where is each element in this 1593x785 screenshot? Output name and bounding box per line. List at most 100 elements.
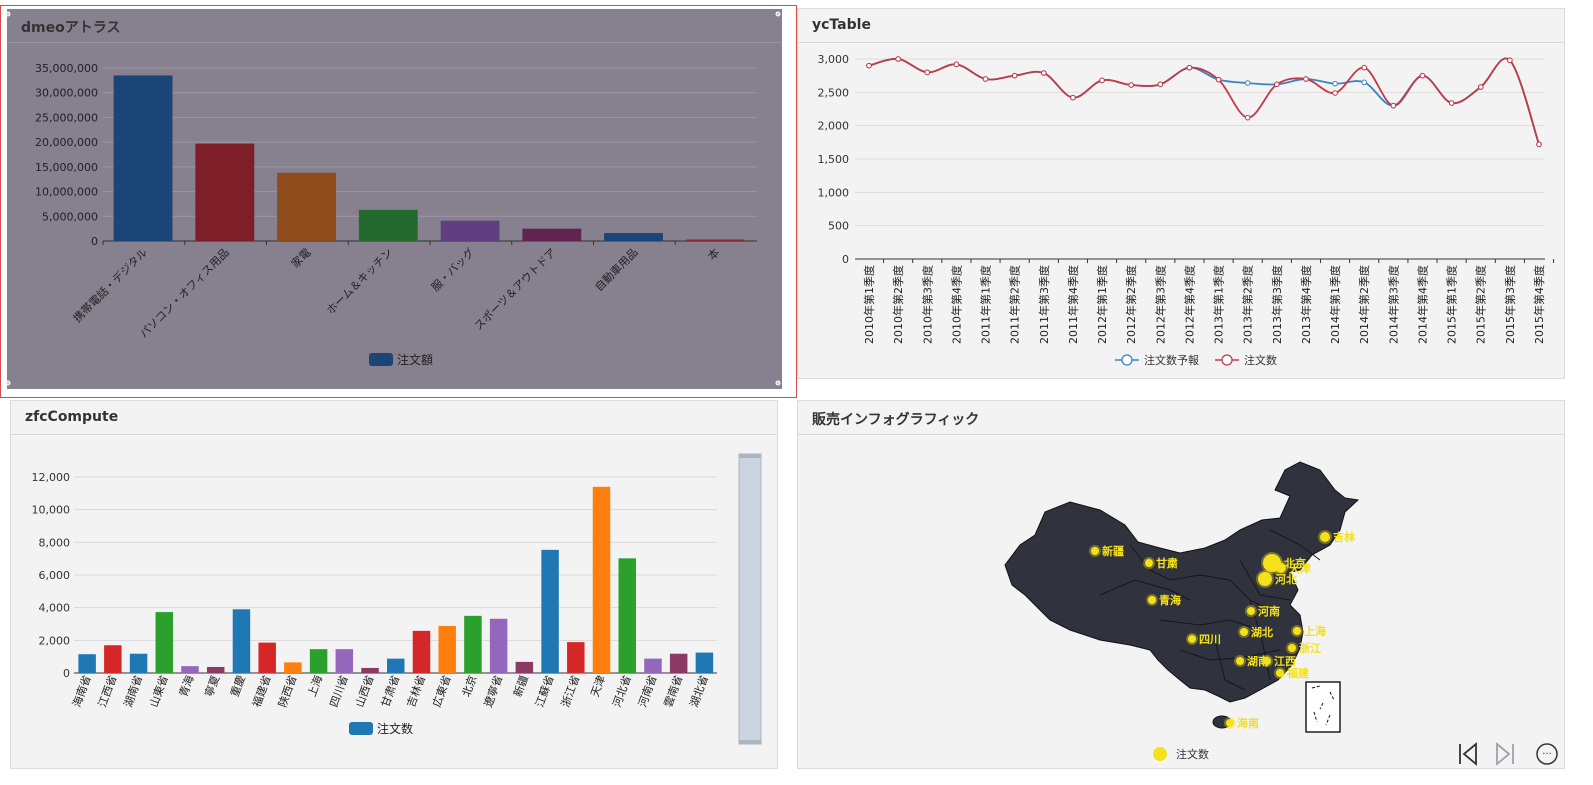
map-label: 上海 — [1304, 624, 1326, 638]
map-point — [1247, 607, 1255, 615]
map-label: 甘粛 — [1156, 556, 1178, 570]
resize-handle — [775, 11, 781, 17]
bar — [387, 658, 405, 673]
bar — [284, 662, 302, 673]
data-point — [1477, 84, 1484, 90]
map-point — [1320, 532, 1330, 542]
zoom-handle-top[interactable] — [739, 454, 761, 458]
x-tick-label: 2011年第4季度 — [1066, 265, 1080, 344]
panel-zfccompute: zfcCompute — [10, 400, 778, 769]
bar — [195, 143, 255, 241]
map-point — [1145, 559, 1153, 567]
data-point — [1244, 80, 1251, 86]
bar — [78, 654, 96, 673]
bar — [604, 233, 663, 241]
y-tick-label: 10,000 — [32, 504, 71, 517]
y-tick-label: 0 — [63, 667, 70, 680]
legend-label: 注文数予報 — [1144, 353, 1199, 367]
x-tick-label: 2012年第3季度 — [1153, 265, 1167, 344]
bar — [335, 649, 354, 673]
x-tick-label: 2011年第1季度 — [979, 265, 993, 344]
x-tick-label: 2012年第4季度 — [1182, 265, 1196, 344]
map-label: 天津 — [1289, 561, 1311, 575]
data-point — [1099, 77, 1105, 84]
panel-title: dmeoアトラス — [21, 20, 121, 36]
x-tick-label: 2015年第2季度 — [1474, 265, 1488, 344]
map-point — [1226, 719, 1234, 727]
data-point — [1507, 57, 1513, 64]
legend-swatch — [369, 353, 393, 366]
zoom-handle-bottom[interactable] — [739, 740, 761, 744]
bar — [155, 612, 174, 673]
x-tick-label: 2011年第3季度 — [1037, 265, 1051, 344]
china-map-shape — [1004, 461, 1360, 703]
resize-handle — [5, 380, 11, 386]
y-tick-label: 500 — [828, 220, 849, 233]
y-tick-label: 3,000 — [818, 53, 850, 66]
legend-label: 注文額 — [397, 352, 433, 367]
map-label: 河南 — [1258, 604, 1280, 618]
bar — [489, 618, 508, 673]
y-tick-label: 10,000,000 — [35, 186, 98, 199]
bar — [113, 75, 173, 242]
x-tick-label: 2013年第3季度 — [1270, 265, 1284, 344]
y-tick-label: 6,000 — [39, 569, 71, 582]
panel-order-amount: dmeoアトラス — [0, 5, 797, 398]
map-point — [1091, 547, 1099, 555]
prev-icon[interactable] — [1459, 742, 1477, 766]
chart-order-amount: 0 5,000,000 10,000,000 15,000,000 20,000,000… — [5, 11, 781, 386]
map-label: 新疆 — [1102, 544, 1124, 558]
bar — [206, 666, 225, 673]
y-tick-label: 15,000,000 — [35, 161, 98, 174]
data-point — [982, 76, 989, 82]
data-point — [1419, 72, 1426, 79]
y-tick-label: 2,500 — [818, 86, 850, 99]
data-point — [1215, 76, 1222, 83]
y-tick-label: 25,000,000 — [35, 111, 98, 124]
bar — [358, 209, 418, 241]
bar — [129, 653, 148, 673]
y-tick-label: 4,000 — [39, 602, 71, 615]
data-point — [1536, 141, 1542, 148]
map-label: 浙江 — [1299, 641, 1321, 655]
province-border — [1269, 529, 1321, 561]
map-point — [1188, 635, 1196, 643]
south-china-sea-inset — [1305, 681, 1341, 733]
legend-label: 注文数 — [377, 721, 413, 736]
more-icon-dots: ··· — [1542, 749, 1552, 760]
data-point — [1303, 76, 1309, 82]
province-border — [1129, 544, 1201, 581]
data-point — [1128, 82, 1134, 88]
bar — [412, 630, 431, 673]
divider — [798, 42, 1564, 43]
panel-yctable: ycTable — [797, 8, 1565, 379]
y-tick-label: 5,000,000 — [42, 210, 98, 223]
province-border — [1214, 639, 1246, 691]
more-icon[interactable] — [1536, 743, 1558, 765]
map-label: 湖北 — [1251, 625, 1273, 639]
map-label: 江西 — [1274, 654, 1296, 668]
divider — [798, 434, 1564, 435]
y-tick-label: 30,000,000 — [35, 87, 98, 100]
x-tick-label: 2015年第4季度 — [1532, 265, 1546, 344]
x-tick-label: 2011年第2季度 — [1008, 265, 1022, 344]
bar — [695, 652, 714, 673]
y-tick-label: 8,000 — [39, 536, 71, 549]
inset-islands — [1311, 685, 1335, 726]
map-point — [1276, 669, 1284, 677]
data-point — [1186, 64, 1193, 71]
bar — [541, 549, 559, 673]
data-point — [1448, 100, 1455, 106]
x-tick-label: 2013年第4季度 — [1299, 265, 1313, 344]
x-tick-label: 2015年第1季度 — [1445, 265, 1459, 344]
bar — [644, 658, 662, 673]
map-label: 四川 — [1199, 633, 1221, 646]
bar — [309, 649, 328, 673]
bar — [440, 220, 500, 241]
map-label: 青海 — [1159, 593, 1181, 607]
divider — [7, 42, 782, 43]
x-tick-label: 2014年第2季度 — [1357, 265, 1371, 344]
next-icon[interactable] — [1496, 742, 1514, 766]
y-tick-label: 1,000 — [818, 186, 850, 199]
